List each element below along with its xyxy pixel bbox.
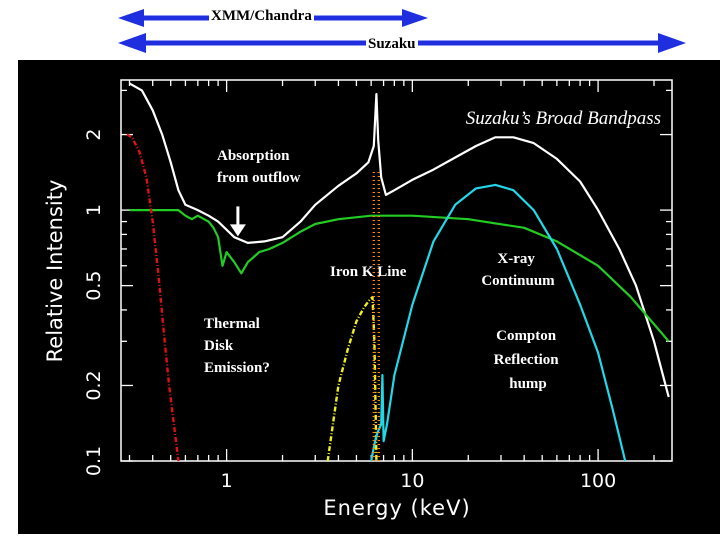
x-axis-label: Energy (keV) [323, 496, 470, 520]
axis-ticks: 1 10 100 0.1 0.2 0.5 1 2 [83, 80, 672, 492]
annotation-absorption: Absorption from outflow [217, 148, 301, 186]
x-tick-label: 100 [580, 470, 616, 492]
annotation-thermal-disk: Thermal Disk Emission? [204, 316, 270, 376]
annotation-absorption-line-1: Absorption [217, 148, 290, 164]
series-thermal-disk-emission [126, 133, 180, 461]
chart-title: Suzaku’s Broad Bandpass [466, 108, 661, 129]
annotation-iron-k-line: Iron K Line [330, 264, 407, 280]
series-compton-reflection-hump [370, 183, 627, 461]
annotation-compton-line-1: Compton [496, 328, 557, 344]
y-tick-label: 1 [83, 204, 105, 216]
y-tick-label: 0.2 [83, 370, 105, 400]
suzaku-label: Suzaku [366, 36, 418, 53]
y-tick-label: 0.5 [83, 271, 105, 301]
annotation-absorption-line-2: from outflow [217, 170, 301, 186]
annotation-thermal-line-1: Thermal [204, 316, 260, 332]
series-total-spectrum [128, 82, 670, 398]
y-tick-label: 2 [83, 129, 105, 141]
absorption-arrow-head [229, 224, 246, 237]
annotation-compton-line-3: hump [509, 376, 547, 392]
plot-frame [120, 79, 673, 462]
series-absorbed-continuum [129, 209, 670, 343]
annotation-xray-line-2: Continuum [481, 273, 555, 289]
absorption-arrow-icon [229, 206, 246, 237]
plot-panel [18, 60, 720, 534]
annotation-thermal-line-3: Emission? [204, 360, 270, 376]
y-axis-label: Relative Intensity [43, 180, 67, 363]
xmm-chandra-label: XMM/Chandra [209, 8, 314, 25]
annotation-compton-line-2: Reflection [494, 352, 560, 368]
annotation-compton: Compton Reflection hump [494, 328, 563, 392]
annotation-xray-continuum: X-ray Continuum [481, 251, 555, 289]
annotation-xray-line-1: X-ray [497, 251, 535, 267]
x-tick-label: 1 [221, 470, 233, 492]
annotation-thermal-line-2: Disk [204, 338, 234, 354]
curves [126, 82, 670, 461]
x-tick-label: 10 [400, 470, 424, 492]
y-tick-label: 0.1 [83, 446, 105, 476]
series-iron-k-line [326, 295, 378, 461]
